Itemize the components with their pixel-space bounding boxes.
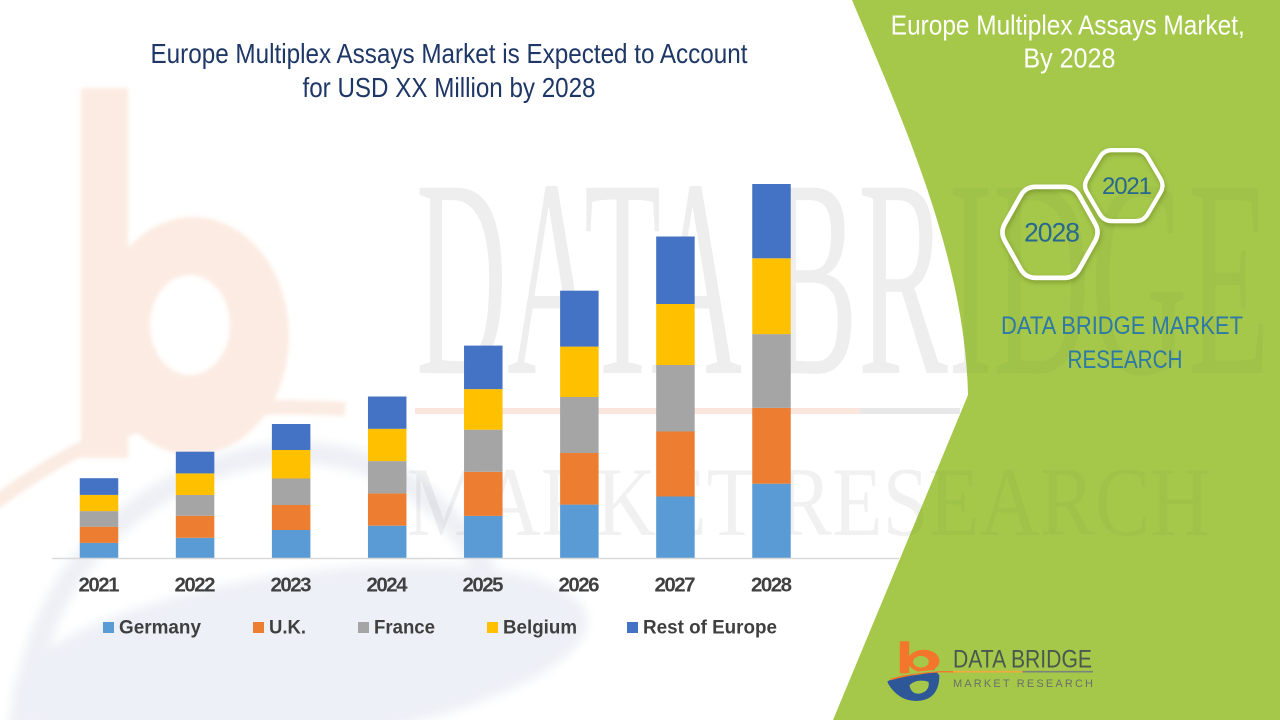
svg-text:By 2028: By 2028 — [1023, 43, 1115, 74]
svg-text:2022: 2022 — [175, 574, 216, 597]
svg-text:2027: 2027 — [655, 574, 696, 597]
svg-text:Europe Multiplex Assays Market: Europe Multiplex Assays Market is Expect… — [151, 38, 748, 69]
svg-text:DATA BRIDGE: DATA BRIDGE — [953, 646, 1092, 674]
svg-text:RESEARCH: RESEARCH — [1068, 346, 1183, 374]
svg-text:DATA BRIDGE MARKET: DATA BRIDGE MARKET — [1001, 312, 1243, 340]
svg-text:2025: 2025 — [463, 574, 504, 597]
svg-text:Rest of Europe: Rest of Europe — [643, 618, 777, 639]
svg-text:2028: 2028 — [751, 574, 792, 597]
svg-text:U.K.: U.K. — [269, 618, 306, 639]
svg-text:MARKET RESEARCH: MARKET RESEARCH — [953, 678, 1093, 690]
svg-text:Europe Multiplex Assays Market: Europe Multiplex Assays Market, — [891, 10, 1245, 41]
svg-text:2021: 2021 — [1102, 173, 1152, 200]
svg-text:Germany: Germany — [119, 618, 201, 639]
svg-text:2023: 2023 — [271, 574, 312, 597]
svg-text:2026: 2026 — [559, 574, 600, 597]
svg-text:Belgium: Belgium — [503, 618, 577, 639]
svg-text:for USD XX Million by 2028: for USD XX Million by 2028 — [303, 72, 596, 103]
svg-text:2024: 2024 — [367, 574, 409, 597]
svg-text:2028: 2028 — [1024, 218, 1080, 248]
svg-text:2021: 2021 — [79, 574, 120, 597]
svg-text:France: France — [374, 618, 435, 639]
